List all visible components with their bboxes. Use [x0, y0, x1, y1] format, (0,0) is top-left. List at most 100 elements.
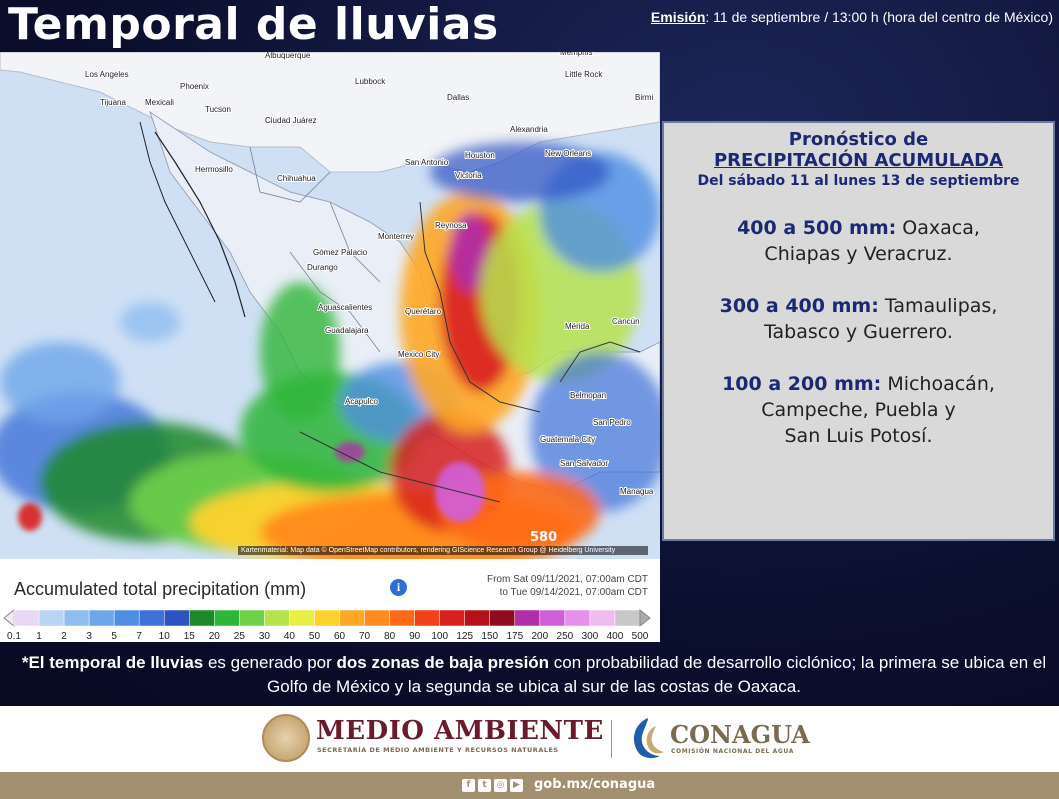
forecast-states: Tamaulipas,: [884, 295, 998, 317]
precipitation-map-panel: Los Angeles Phoenix Tijuana Mexicali Tucson A…: [0, 52, 660, 642]
forecast-range: 300 a 400 mm:: [719, 295, 879, 317]
note-bold-1: temporal de lluvias: [49, 653, 204, 672]
scale-swatch: [113, 609, 140, 627]
note-text-1: es generado por: [203, 653, 337, 672]
emission-label: Emisión: [650, 9, 706, 25]
page-title: Temporal de lluvias: [8, 0, 499, 50]
scale-tick-label: 80: [384, 631, 396, 642]
scale-tick-label: 500: [632, 631, 649, 642]
scale-tick-label: 400: [607, 631, 624, 642]
city-label: Guadalajara: [325, 326, 369, 335]
forecast-states: San Luis Potosí.: [784, 425, 933, 447]
bottom-note: *El temporal de lluvias es generado por …: [14, 651, 1054, 699]
city-label: Houston: [465, 151, 495, 160]
scale-tick-label: 60: [334, 631, 346, 642]
city-label: Los Angeles: [85, 70, 129, 79]
scale-tick-label: 5: [111, 631, 117, 642]
scale-tick-label: 90: [409, 631, 421, 642]
city-label: Victoria: [455, 171, 482, 180]
forecast-panel: Pronóstico de PRECIPITACIÓN ACUMULADA De…: [662, 121, 1055, 541]
medio-ambiente-subtitle: SECRETARÍA DE MEDIO AMBIENTE Y RECURSOS …: [317, 746, 559, 754]
city-label: Cancún: [612, 317, 640, 326]
medio-ambiente-logo: MEDIO AMBIENTE: [316, 716, 604, 746]
forecast-item: 300 a 400 mm: Tamaulipas, Tabasco y Guer…: [664, 293, 1053, 345]
instagram-icon[interactable]: ◎: [494, 779, 507, 792]
forecast-states: Campeche, Puebla y: [761, 399, 956, 421]
city-label: Memphis: [560, 52, 592, 57]
scale-swatch: [264, 609, 290, 627]
scale-swatch: [389, 609, 415, 627]
scale-swatch: [13, 609, 40, 627]
scale-swatch: [63, 609, 90, 627]
note-text-2: con probabilidad de desarrollo ciclónico…: [267, 653, 1047, 696]
scale-tick-label: 50: [309, 631, 321, 642]
city-label: Birmi: [635, 93, 653, 102]
city-label: Ciudad Juárez: [265, 116, 317, 125]
city-label: Lubbock: [355, 77, 386, 86]
facebook-icon[interactable]: f: [462, 779, 475, 792]
forecast-heading: Pronóstico de: [788, 129, 929, 150]
scale-tick-label: 125: [456, 631, 473, 642]
forecast-states: Chiapas y Veracruz.: [764, 243, 953, 265]
scale-tick-label: 30: [259, 631, 271, 642]
social-icons: f t ◎ ▶: [462, 779, 523, 792]
forecast-range: 100 a 200 mm:: [722, 373, 882, 395]
scale-swatch: [414, 609, 440, 627]
forecast-item: 100 a 200 mm: Michoacán, Campeche, Puebl…: [664, 371, 1053, 449]
scale-tick-label: 10: [159, 631, 171, 642]
forecast-period: Del sábado 11 al lunes 13 de septiembre: [697, 173, 1020, 189]
youtube-icon[interactable]: ▶: [510, 779, 523, 792]
website-link[interactable]: gob.mx/conagua: [534, 777, 656, 792]
precipitation-map: Los Angeles Phoenix Tijuana Mexicali Tucson A…: [0, 52, 660, 559]
city-label: New Orleans: [545, 149, 591, 158]
city-label: Mexico City: [398, 350, 439, 359]
color-scale: 0.1 1 2 3 5 7 10 15 20 25 30 40 50 60 70 80 90 100 125 150 1…: [3, 608, 651, 642]
scale-tick-label: 150: [481, 631, 498, 642]
conagua-wave-icon: [633, 718, 664, 759]
city-label: San Salvador: [560, 459, 608, 468]
footer-social-bar: [0, 772, 1059, 799]
city-label: Gómez Palacio: [313, 248, 368, 257]
scale-swatch: [439, 609, 465, 627]
city-label: Guatemala City: [540, 435, 595, 444]
city-label: Albuquerque: [265, 52, 311, 60]
scale-swatch: [514, 609, 541, 627]
scale-swatch: [464, 609, 491, 627]
city-label: Hermosillo: [195, 165, 233, 174]
scale-tick-label: 15: [184, 631, 196, 642]
scale-tick-label: 0.1: [7, 631, 21, 642]
emission-info: Emisión: 11 de septiembre / 13:00 h (hor…: [651, 9, 1053, 25]
scale-swatch: [614, 609, 641, 627]
legend-title: Accumulated total precipitation (mm): [14, 579, 307, 599]
city-label: San Pedro: [593, 418, 631, 427]
scale-tick-label: 7: [136, 631, 142, 642]
scale-swatch: [539, 609, 566, 627]
scale-tick-label: 250: [557, 631, 574, 642]
scale-swatch: [289, 609, 315, 627]
scale-tick-label: 200: [531, 631, 548, 642]
forecast-states: Tabasco y Guerrero.: [764, 321, 953, 343]
note-star: *El: [21, 653, 50, 672]
twitter-icon[interactable]: t: [478, 779, 491, 792]
scale-swatch: [138, 609, 165, 627]
city-label: Monterrey: [378, 232, 414, 241]
legend-from: From Sat 09/11/2021, 07:00am CDT: [486, 574, 648, 585]
scale-swatch: [364, 609, 390, 627]
map-stamp: 580: [530, 530, 558, 545]
forecast-states: Michoacán,: [887, 373, 995, 395]
legend-to: to Tue 09/14/2021, 07:00am CDT: [499, 587, 648, 598]
scale-arrow-left: [3, 608, 15, 628]
scale-tick-label: 20: [209, 631, 221, 642]
note-bold-2: dos zonas de baja presión: [336, 653, 550, 672]
city-label: Mexicali: [145, 98, 174, 107]
scale-tick-label: 175: [506, 631, 523, 642]
map-attribution: Kartenmaterial: Map data © OpenStreetMap…: [238, 546, 648, 555]
city-label: Aguascalientes: [318, 303, 372, 312]
scale-tick-label: 1: [36, 631, 42, 642]
city-label: Mérida: [565, 322, 590, 331]
city-label: San Antonio: [405, 158, 449, 167]
scale-swatch: [339, 609, 365, 627]
city-label: Belmopan: [570, 391, 606, 400]
mexico-seal-icon: [262, 714, 310, 762]
info-icon[interactable]: i: [390, 579, 407, 596]
